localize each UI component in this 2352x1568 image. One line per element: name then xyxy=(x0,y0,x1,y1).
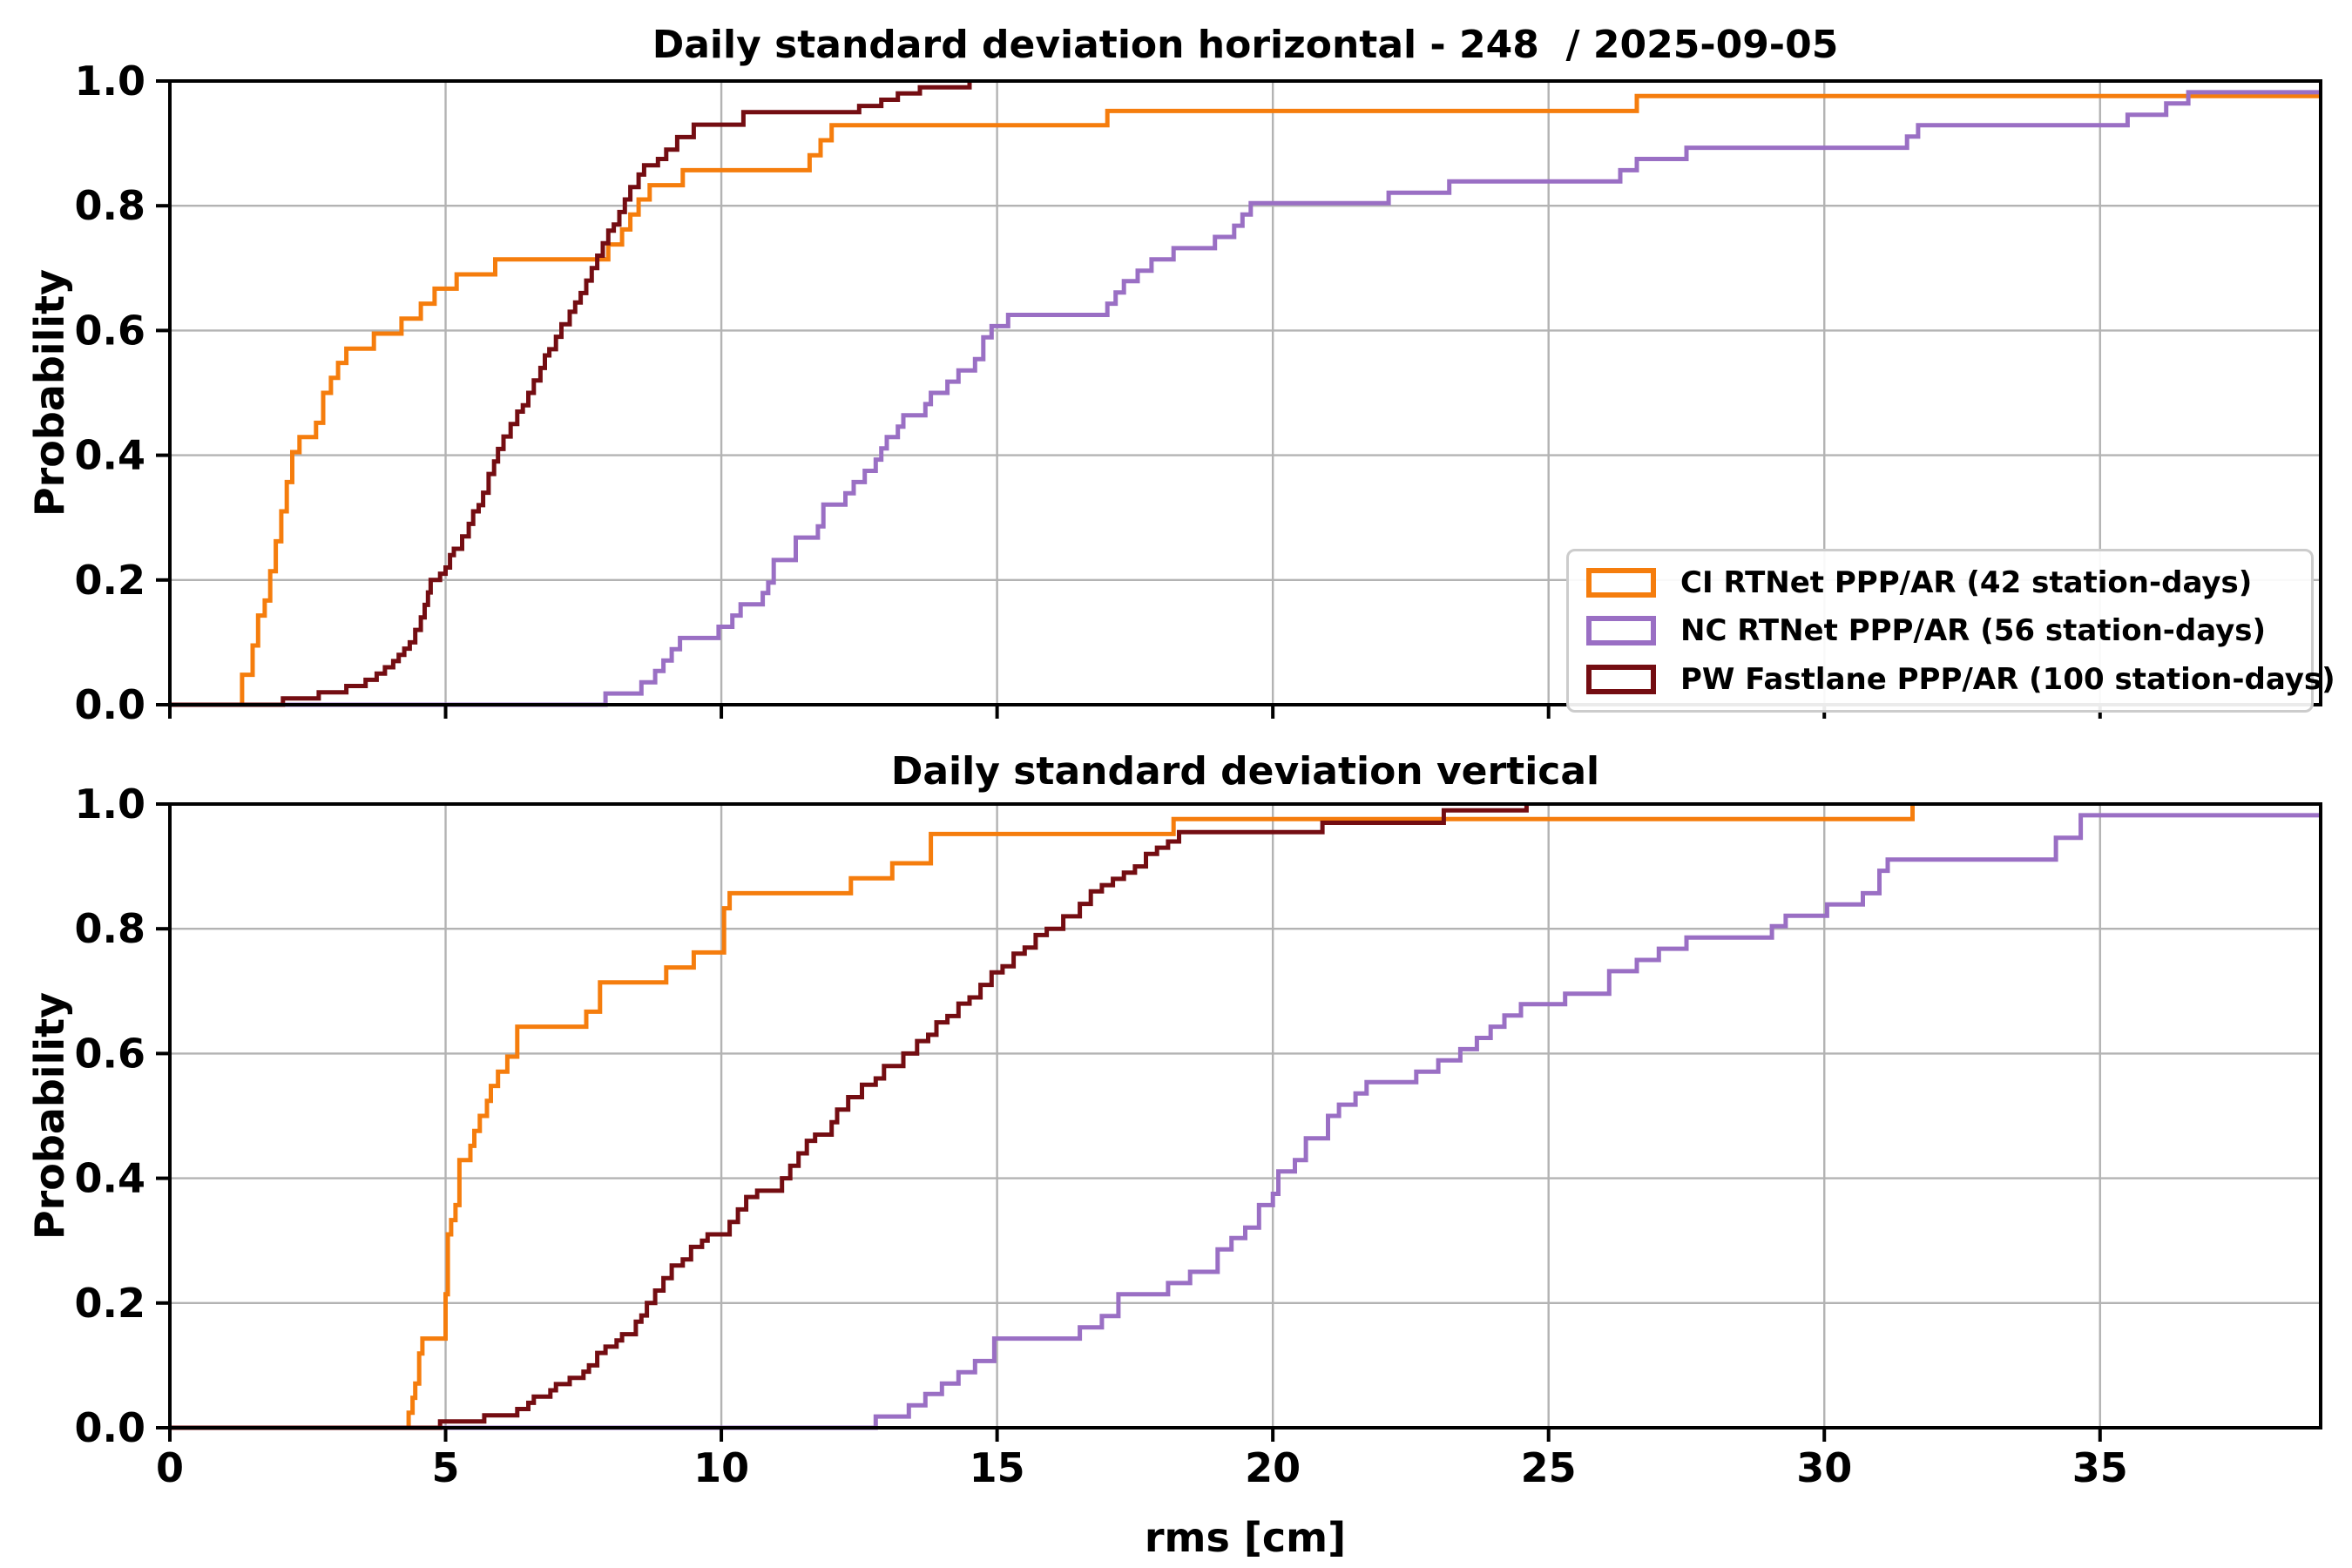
y-tick-label: 0.4 xyxy=(75,1155,146,1202)
y-tick-label: 0.6 xyxy=(75,307,146,354)
y-tick-label: 0.0 xyxy=(75,681,146,728)
ecdf-curve-2 xyxy=(170,804,1529,1430)
y-tick-label: 0.8 xyxy=(75,182,146,229)
y-tick-label: 0.2 xyxy=(75,557,146,604)
ecdf-curve-2 xyxy=(170,81,972,707)
legend-swatch-nc-icon xyxy=(1586,616,1656,645)
x-tick-label: 15 xyxy=(970,1444,1025,1491)
y-tick-label: 0.4 xyxy=(75,432,146,479)
bottom-chart-ylabel: Probability xyxy=(26,991,73,1240)
x-tick-label: 10 xyxy=(693,1444,749,1491)
y-tick-label: 0.8 xyxy=(75,905,146,952)
y-tick-label: 0.6 xyxy=(75,1030,146,1077)
bottom-chart-title: Daily standard deviation vertical xyxy=(890,749,1600,794)
legend-label-nc: NC RTNet PPP/AR (56 station-days) xyxy=(1680,613,2267,648)
ecdf-curve-1 xyxy=(170,90,2321,707)
axes-frame xyxy=(168,802,2322,1429)
legend-swatch-pw-icon xyxy=(1586,664,1656,694)
legend-row-ci: CI RTNet PPP/AR (42 station-days) xyxy=(1586,565,2311,600)
y-tick-label: 0.2 xyxy=(75,1280,146,1327)
legend-label-pw: PW Fastlane PPP/AR (100 station-days) xyxy=(1680,661,2335,697)
legend-swatch-ci-icon xyxy=(1586,567,1656,598)
x-tick-label: 35 xyxy=(2072,1444,2128,1491)
top-chart-ylabel: Probability xyxy=(26,268,73,517)
x-tick-label: 25 xyxy=(1521,1444,1577,1491)
legend-row-pw: PW Fastlane PPP/AR (100 station-days) xyxy=(1586,662,2335,697)
legend-label-ci: CI RTNet PPP/AR (42 station-days) xyxy=(1680,564,2253,600)
top-chart-title: Daily standard deviation horizontal - 24… xyxy=(652,23,1839,67)
y-tick-label: 1.0 xyxy=(75,781,146,828)
ecdf-curve-0 xyxy=(170,804,1915,1430)
legend: CI RTNet PPP/AR (42 station-days) NC RTN… xyxy=(1566,549,2335,713)
chart-panel-1: 0 5 10 15 20 25 30 35 0.0 0.2 0.4 0.6 0.8 1.0 xyxy=(75,781,2322,1491)
chart-panel-0: 0.0 0.2 0.4 0.6 0.8 1.0 xyxy=(75,57,2322,728)
ecdf-curve-1 xyxy=(170,813,2321,1430)
x-tick-label: 5 xyxy=(432,1444,460,1491)
x-tick-label: 20 xyxy=(1245,1444,1301,1491)
ecdf-curve-0 xyxy=(170,93,2321,707)
y-tick-label: 1.0 xyxy=(75,57,146,105)
x-tick-label: 30 xyxy=(1796,1444,1852,1491)
bottom-chart-xlabel: rms [cm] xyxy=(1144,1514,1347,1561)
legend-row-nc: NC RTNet PPP/AR (56 station-days) xyxy=(1586,613,2311,648)
axes-frame xyxy=(168,79,2322,706)
x-tick-label: 0 xyxy=(156,1444,184,1491)
y-tick-label: 0.0 xyxy=(75,1404,146,1451)
